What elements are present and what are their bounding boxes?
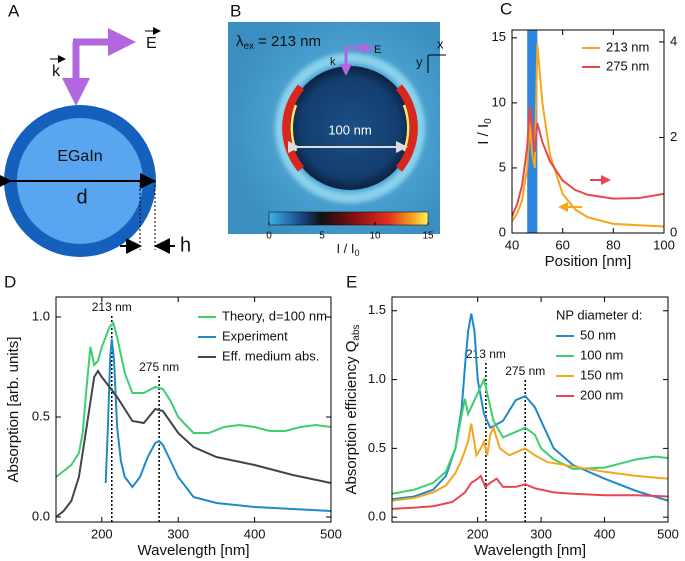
legend-label: 200 nm: [580, 387, 623, 402]
y-tick-label: 0: [499, 224, 506, 239]
x-tick-label: 400: [594, 526, 616, 541]
y-tick-label: 1.0: [368, 371, 386, 386]
marker-label: 213 nm: [92, 300, 132, 314]
legend-label: 213 nm: [606, 39, 649, 54]
marker-label: 275 nm: [505, 364, 545, 378]
k-label: k: [330, 56, 336, 68]
y2-tick-label: 0: [670, 224, 677, 239]
series-line: [56, 369, 331, 518]
hotspot: [395, 84, 418, 172]
series-line: [392, 313, 668, 502]
series-line: [392, 376, 668, 495]
y-tick-label: 0.5: [368, 440, 386, 455]
series-line: [392, 423, 668, 502]
subscript: ex: [244, 41, 255, 52]
y-tick-label: 1.0: [32, 308, 50, 323]
legend-label: Eff. medium abs.: [222, 348, 319, 363]
text: I / I: [336, 241, 354, 256]
plot-frame: [391, 296, 669, 523]
x-tick-label: 40: [505, 237, 519, 252]
plot-frame: [511, 29, 665, 234]
series-line: [392, 474, 668, 510]
plot-frame: [55, 296, 332, 523]
panel-label: B: [230, 1, 241, 20]
series-line: [56, 321, 331, 478]
y-tick-label: 0.0: [368, 509, 386, 524]
y-tick-label: 10: [492, 94, 506, 109]
marker-label: 213 nm: [466, 347, 506, 361]
y-tick-label: 5: [499, 159, 506, 174]
particle: [288, 66, 412, 190]
legend-label: Theory, d=100 nm: [222, 308, 327, 323]
x-axis-label: Wavelength [nm]: [138, 542, 250, 559]
x-tick-label: 300: [530, 526, 552, 541]
panel-label: D: [4, 272, 16, 291]
y2-tick-label: 4: [670, 33, 677, 48]
e-label: E: [146, 35, 157, 52]
x-axis-label: Wavelength [nm]: [474, 542, 586, 559]
marker-label: 275 nm: [139, 360, 179, 374]
y2-tick-label: 2: [670, 129, 677, 144]
panel-label: A: [8, 1, 20, 20]
panel-label: C: [500, 0, 512, 18]
y-tick-label: 0.0: [32, 508, 50, 523]
x-tick-label: 500: [657, 526, 679, 541]
x-axis-label: Position [nm]: [545, 253, 632, 270]
y-axis-label: Absorption [arb. units]: [5, 337, 22, 483]
x-tick-label: 300: [167, 526, 189, 541]
excitation-label: λex = 213 nm: [236, 33, 321, 52]
x-tick-label: 100: [653, 237, 675, 252]
symbol: λ: [236, 33, 244, 50]
y-tick-label: 1.5: [368, 302, 386, 317]
colorbar-tick-label: 15: [422, 231, 434, 242]
panel-a: A k E EGaIn d h: [0, 1, 191, 257]
x-tick-label: 80: [606, 237, 620, 252]
text: = 213 nm: [258, 33, 321, 50]
panel-b: B λex = 213 nm k E x y 100 nm I / I0: [228, 1, 446, 258]
e-label: E: [374, 44, 381, 56]
colorbar-tick-label: 0: [266, 231, 272, 242]
legend-label: Experiment: [222, 328, 288, 343]
subscript: 0: [355, 248, 360, 258]
text: I / I: [475, 124, 492, 145]
series-line: [512, 44, 664, 228]
colorbar-tick-label: 10: [369, 231, 381, 242]
colorbar-tick-label: 5: [319, 231, 325, 242]
colorbar-label: I / I0: [336, 241, 359, 258]
y-axis-label: I / I0: [475, 118, 494, 145]
scale-bar-label: 100 nm: [328, 122, 371, 137]
diameter-label: d: [76, 186, 87, 208]
legend-label: 275 nm: [606, 58, 649, 73]
subscript: 0: [483, 118, 494, 124]
x-tick-label: 400: [244, 526, 266, 541]
legend-label: 50 nm: [580, 327, 616, 342]
x-tick-label: 200: [91, 526, 113, 541]
hotspot: [282, 84, 305, 172]
legend-title: NP diameter d:: [556, 307, 642, 322]
glow: [275, 53, 425, 203]
axes-glyph: [427, 54, 446, 73]
y-axis-label: Absorption efficiency Qabs: [343, 324, 362, 494]
legend-label: 150 nm: [580, 367, 623, 382]
subscript: abs: [351, 324, 362, 340]
axis-y-label: y: [416, 54, 423, 69]
y-tick-label: 15: [492, 29, 506, 44]
text: Absorption efficiency Q: [343, 341, 360, 495]
k-label: k: [52, 63, 61, 80]
panel-label: E: [346, 272, 357, 291]
x-tick-label: 500: [320, 526, 342, 541]
shell-label: h: [180, 234, 191, 256]
legend-label: 100 nm: [580, 347, 623, 362]
series-line: [104, 338, 331, 512]
y-tick-label: 0.5: [32, 408, 50, 423]
axis-x-label: x: [437, 36, 444, 51]
series-line: [512, 106, 664, 217]
core-label: EGaIn: [57, 148, 102, 165]
x-tick-label: 60: [555, 237, 569, 252]
x-tick-label: 200: [467, 526, 489, 541]
colorbar: [268, 211, 429, 226]
